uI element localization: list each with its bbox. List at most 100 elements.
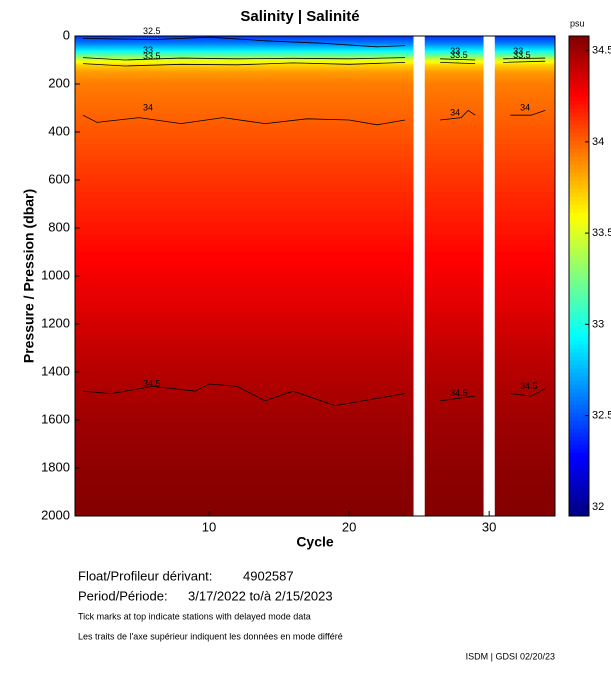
colorbar-cell <box>569 272 589 277</box>
y-tick-label: 1600 <box>41 411 70 426</box>
salinity-band <box>75 69 555 71</box>
salinity-band <box>75 78 555 80</box>
contour-line <box>82 109 546 126</box>
colorbar-cell <box>569 428 589 433</box>
colorbar-cell <box>569 120 589 125</box>
salinity-band <box>75 462 555 469</box>
salinity-band <box>75 240 555 247</box>
colorbar-cell <box>569 324 589 329</box>
colorbar-cell <box>569 216 589 221</box>
salinity-band <box>75 93 555 97</box>
salinity-band <box>75 342 555 349</box>
colorbar-cell <box>569 76 589 81</box>
colorbar-cell <box>569 492 589 497</box>
salinity-band <box>75 38 555 41</box>
salinity-band <box>75 432 555 439</box>
salinity-band <box>75 53 555 55</box>
salinity-band <box>75 264 555 271</box>
salinity-band <box>75 468 555 475</box>
salinity-band <box>75 41 555 43</box>
colorbar-cell <box>569 260 589 265</box>
salinity-band <box>75 40 555 42</box>
colorbar-cell <box>569 316 589 321</box>
salinity-band <box>75 336 555 343</box>
contour-label: 32.5 <box>143 26 161 36</box>
y-tick-label: 600 <box>48 171 70 186</box>
salinity-band <box>75 65 555 68</box>
salinity-band <box>75 132 555 139</box>
colorbar-cell <box>569 112 589 117</box>
colorbar-cell <box>569 204 589 209</box>
colorbar-cell <box>569 356 589 361</box>
salinity-band <box>75 129 555 133</box>
salinity-band <box>75 64 555 66</box>
salinity-band <box>75 498 555 505</box>
colorbar-unit: psu <box>570 18 585 28</box>
colorbar-cell <box>569 184 589 189</box>
salinity-band <box>75 51 555 53</box>
colorbar-cell <box>569 188 589 193</box>
colorbar-cell <box>569 300 589 305</box>
salinity-band <box>75 258 555 265</box>
salinity-band <box>75 504 555 511</box>
salinity-band <box>75 55 555 57</box>
contour-line <box>82 36 406 48</box>
x-tick-label: 30 <box>482 519 496 534</box>
colorbar-cell <box>569 388 589 393</box>
colorbar-cell <box>569 180 589 185</box>
colorbar-cell <box>569 212 589 217</box>
colorbar-cell <box>569 200 589 205</box>
colorbar-cell <box>569 160 589 165</box>
period-label: Period/Période: <box>78 588 168 603</box>
salinity-band <box>75 288 555 295</box>
note-fr: Les traits de l'axe supérieur indiquent … <box>78 631 343 641</box>
y-tick-label: 2000 <box>41 507 70 522</box>
colorbar-cell <box>569 348 589 353</box>
salinity-band <box>75 222 555 229</box>
salinity-band <box>75 210 555 217</box>
x-tick-label: 20 <box>342 519 356 534</box>
salinity-band <box>75 198 555 205</box>
colorbar-cell <box>569 476 589 481</box>
colorbar-cell <box>569 144 589 149</box>
contour-line <box>82 60 546 67</box>
salinity-band <box>75 45 555 48</box>
colorbar-cell <box>569 44 589 49</box>
contour-label: 34.5 <box>520 381 538 391</box>
colorbar-cell <box>569 252 589 257</box>
salinity-band <box>75 150 555 157</box>
salinity-band <box>75 52 555 54</box>
salinity-band <box>75 390 555 397</box>
colorbar-cell <box>569 276 589 281</box>
colorbar-cell <box>569 148 589 153</box>
colorbar-cell <box>569 364 589 369</box>
colorbar-cell <box>569 248 589 253</box>
salinity-band <box>75 510 555 517</box>
missing-cycle <box>483 36 495 516</box>
colorbar-cell <box>569 132 589 137</box>
colorbar-tick-label: 32.5 <box>592 410 611 422</box>
salinity-band <box>75 144 555 151</box>
chart-title: Salinity | Salinité <box>240 8 359 25</box>
salinity-band <box>75 162 555 169</box>
salinity-band <box>75 39 555 41</box>
salinity-band <box>75 312 555 319</box>
colorbar-cell <box>569 264 589 269</box>
y-tick-label: 800 <box>48 219 70 234</box>
colorbar-cell <box>569 328 589 333</box>
colorbar-cell <box>569 52 589 57</box>
salinity-band <box>75 360 555 367</box>
colorbar-cell <box>569 368 589 373</box>
colorbar-cell <box>569 444 589 449</box>
salinity-band <box>75 426 555 433</box>
colorbar-cell <box>569 484 589 489</box>
colorbar-cell <box>569 488 589 493</box>
salinity-band <box>75 486 555 493</box>
colorbar-cell <box>569 60 589 65</box>
colorbar-cell <box>569 320 589 325</box>
colorbar-cell <box>569 308 589 313</box>
colorbar-cell <box>569 220 589 225</box>
salinity-band <box>75 61 555 63</box>
salinity-band <box>75 68 555 70</box>
colorbar-cell <box>569 508 589 513</box>
